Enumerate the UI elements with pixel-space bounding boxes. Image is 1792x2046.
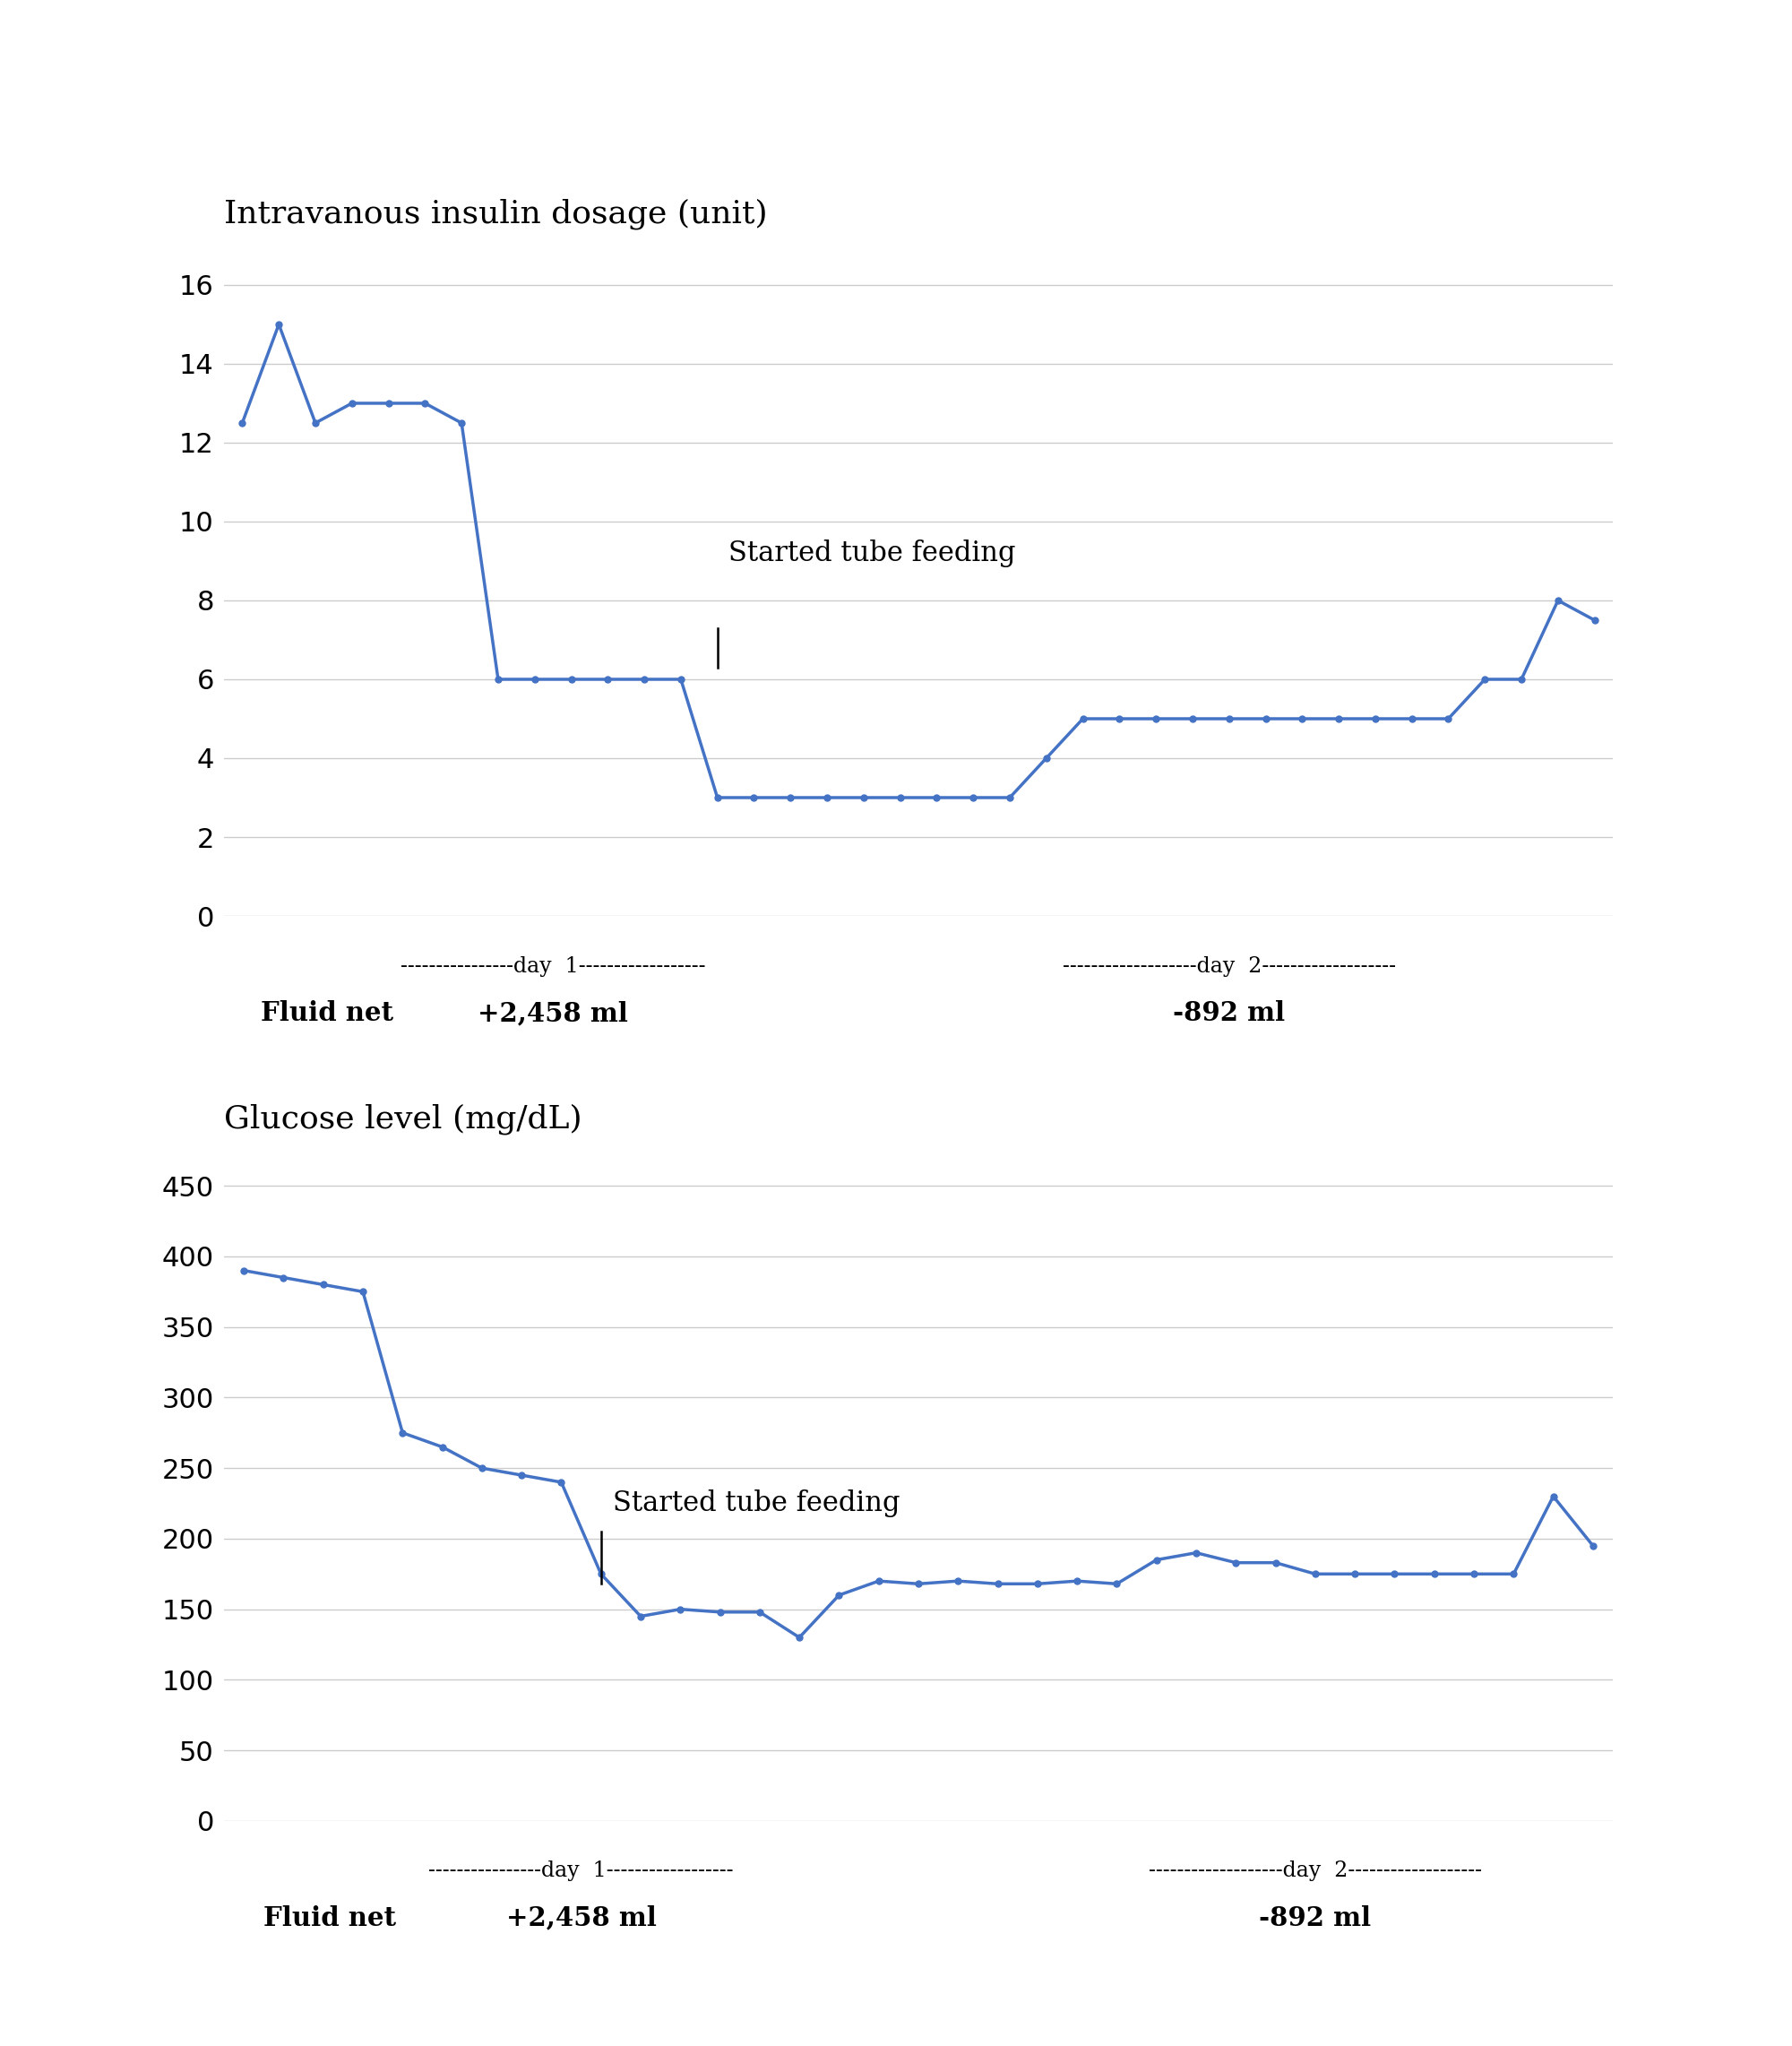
Text: ----------------day  1------------------: ----------------day 1------------------: [428, 1862, 733, 1882]
Text: +2,458 ml: +2,458 ml: [478, 1000, 629, 1027]
Text: Started tube feeding: Started tube feeding: [728, 540, 1016, 567]
Text: Glucose level (mg/dL): Glucose level (mg/dL): [224, 1105, 582, 1136]
Text: Fluid net: Fluid net: [263, 1905, 396, 1931]
Text: -892 ml: -892 ml: [1260, 1905, 1371, 1931]
Text: Intravanous insulin dosage (unit): Intravanous insulin dosage (unit): [224, 198, 767, 229]
Text: Started tube feeding: Started tube feeding: [613, 1489, 900, 1518]
Text: -------------------day  2-------------------: -------------------day 2----------------…: [1063, 955, 1396, 976]
Text: -892 ml: -892 ml: [1174, 1000, 1285, 1027]
Text: +2,458 ml: +2,458 ml: [505, 1905, 656, 1931]
Text: -------------------day  2-------------------: -------------------day 2----------------…: [1149, 1862, 1482, 1882]
Text: Fluid net: Fluid net: [260, 1000, 392, 1027]
Text: ----------------day  1------------------: ----------------day 1------------------: [400, 955, 706, 976]
